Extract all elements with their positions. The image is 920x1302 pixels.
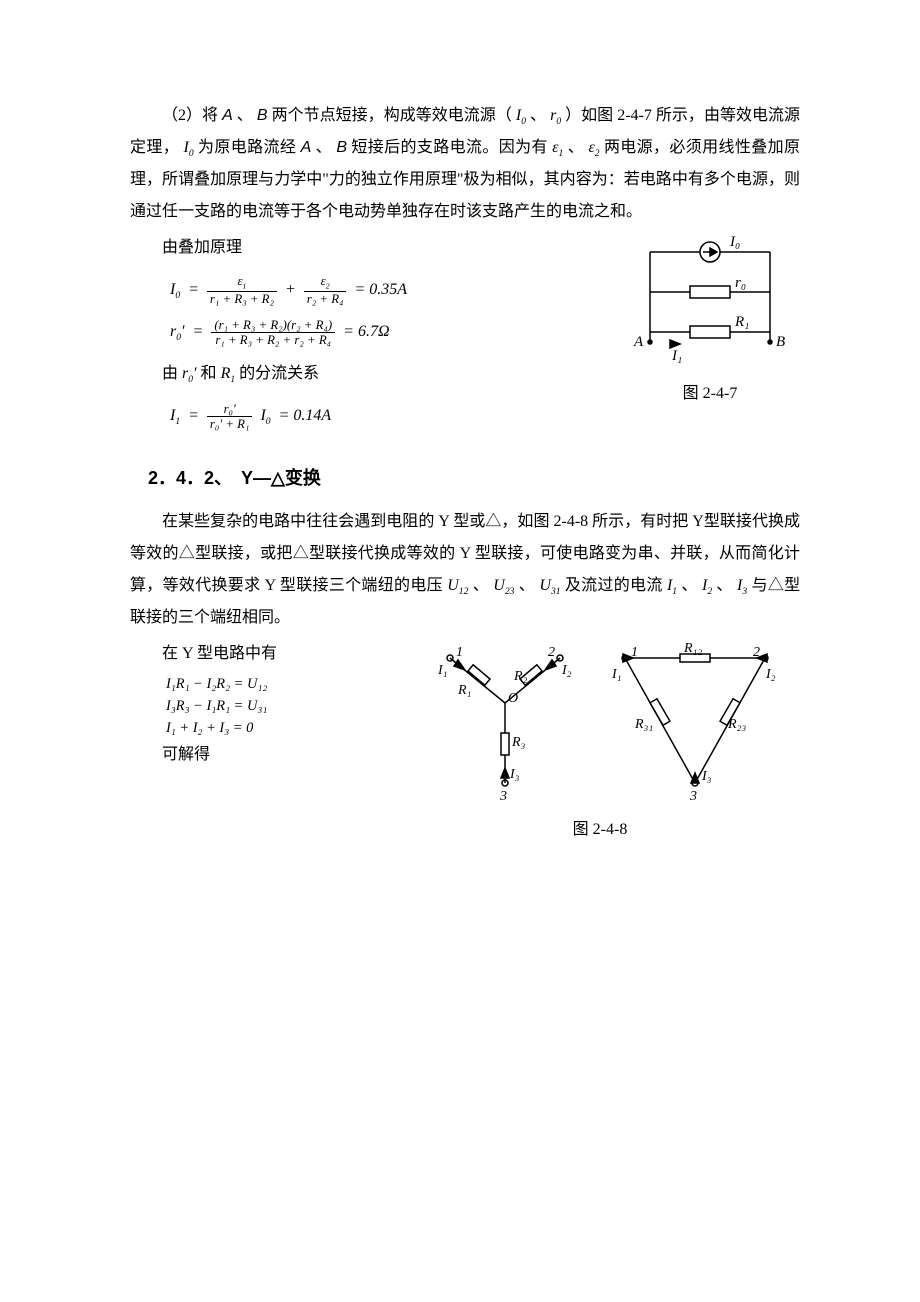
var-I0: I0 <box>516 107 526 124</box>
paragraph-2: 在某些复杂的电路中往往会遇到电阻的 Y 型或△，如图 2-4-8 所示，有时把 … <box>130 506 800 634</box>
svg-text:B: B <box>776 334 785 350</box>
svg-text:3: 3 <box>689 789 697 804</box>
derivation-block: 由叠加原理 I0 = ε1r₁ + R₃ + R₂ + ε2r₂ + R₄ = … <box>130 232 600 442</box>
var-A-2: A <box>301 139 312 156</box>
circuit-diagram-1: I₀ r₀ R₁ I₁ A B <box>620 232 800 372</box>
eq-y-block: I₁R₁ − I₂R₂ = U₁₂ I₃R₃ − I₁R₁ = U₃₁ I₁ +… <box>166 674 390 739</box>
eq-y2: I₃R₃ − I₁R₁ = U₃₁ <box>166 696 390 718</box>
var-B: B <box>257 107 268 124</box>
svg-text:R₂: R₂ <box>513 669 528 684</box>
text: 、 <box>237 107 253 124</box>
svg-text:R₁: R₁ <box>457 683 471 698</box>
line-divider: 由 r0′ 和 R1 的分流关系 <box>130 358 600 390</box>
svg-text:R₃₁: R₃₁ <box>634 717 653 732</box>
var-I0-2: I0 <box>183 139 193 156</box>
text: 、 <box>681 577 702 594</box>
text: 、 <box>316 139 332 156</box>
line-superposition: 由叠加原理 <box>130 232 600 264</box>
svg-text:I₂: I₂ <box>765 667 776 682</box>
row-y-eqs-fig2: 在 Y 型电路中有 I₁R₁ − I₂R₂ = U₁₂ I₃R₃ − I₁R₁ … <box>130 638 800 846</box>
svg-text:r₀: r₀ <box>735 275 746 291</box>
svg-text:R₁: R₁ <box>734 314 749 330</box>
section-heading: 2．4．2、 Y—△变换 <box>130 460 800 496</box>
y-equations: 在 Y 型电路中有 I₁R₁ − I₂R₂ = U₁₂ I₃R₃ − I₁R₁ … <box>130 638 390 775</box>
svg-text:I₁: I₁ <box>437 663 448 678</box>
svg-text:I₁: I₁ <box>611 667 622 682</box>
svg-text:2: 2 <box>548 645 555 660</box>
text: 为原电路流经 <box>198 139 301 156</box>
eq-y3: I₁ + I₂ + I₃ = 0 <box>166 718 390 740</box>
svg-text:R₁₂: R₁₂ <box>683 641 702 656</box>
svg-text:2: 2 <box>753 645 760 660</box>
var-A: A <box>222 107 233 124</box>
text: 、 <box>530 107 550 124</box>
eq-I0: I0 = ε1r₁ + R₃ + R₂ + ε2r₂ + R₄ = 0.35A <box>170 274 600 306</box>
svg-text:1: 1 <box>631 645 638 660</box>
var-eps1: ε1 <box>552 139 563 156</box>
text: 、 <box>473 577 494 594</box>
var-eps2: ε2 <box>588 139 599 156</box>
text: 及流过的电流 <box>565 577 667 594</box>
text: 、 <box>568 139 589 156</box>
paragraph-1: （2）将 A 、 B 两个节点短接，构成等效电流源（ I0 、 r0 ）如图 2… <box>130 100 800 228</box>
eq-I1: I1 = r₀′r₀′ + R₁ I0 = 0.14A <box>170 400 600 432</box>
text: 、 <box>716 577 737 594</box>
svg-text:R₂₃: R₂₃ <box>727 717 746 732</box>
text: 两个节点短接，构成等效电流源（ <box>272 107 512 124</box>
row-derivation-fig1: 由叠加原理 I0 = ε1r₁ + R₃ + R₂ + ε2r₂ + R₄ = … <box>130 232 800 442</box>
svg-text:R₃: R₃ <box>511 735 526 750</box>
fig2-caption: 图 2-4-8 <box>410 814 790 846</box>
var-r0: r0 <box>550 107 561 124</box>
line-solve: 可解得 <box>130 739 390 771</box>
svg-text:I₃: I₃ <box>701 769 712 784</box>
y-delta-diagram: 1 2 3 I₁ I₂ I₃ R₁ R₂ R₃ O 1 2 3 I₁ I₂ I₃… <box>410 638 790 808</box>
figure-2-4-8: 1 2 3 I₁ I₂ I₃ R₁ R₂ R₃ O 1 2 3 I₁ I₂ I₃… <box>410 638 790 846</box>
svg-text:3: 3 <box>499 789 507 804</box>
svg-text:1: 1 <box>456 645 463 660</box>
eq-y1: I₁R₁ − I₂R₂ = U₁₂ <box>166 674 390 696</box>
svg-text:I₁: I₁ <box>671 348 682 364</box>
text: 、 <box>519 577 540 594</box>
svg-text:O: O <box>508 691 518 706</box>
var-B-2: B <box>336 139 347 156</box>
svg-text:I₀: I₀ <box>729 234 740 250</box>
svg-text:I₂: I₂ <box>561 663 572 678</box>
svg-text:A: A <box>633 334 644 350</box>
line-y: 在 Y 型电路中有 <box>130 638 390 670</box>
fig1-caption: 图 2-4-7 <box>620 378 800 410</box>
svg-text:I₃: I₃ <box>509 767 520 782</box>
text: （2）将 <box>162 107 222 124</box>
figure-2-4-7: I₀ r₀ R₁ I₁ A B 图 2-4-7 <box>620 232 800 410</box>
eq-r0prime: r0′ = (r₁ + R₃ + R₂)(r₂ + R₄)r₁ + R₃ + R… <box>170 316 600 348</box>
text: 短接后的支路电流。因为有 <box>351 139 552 156</box>
